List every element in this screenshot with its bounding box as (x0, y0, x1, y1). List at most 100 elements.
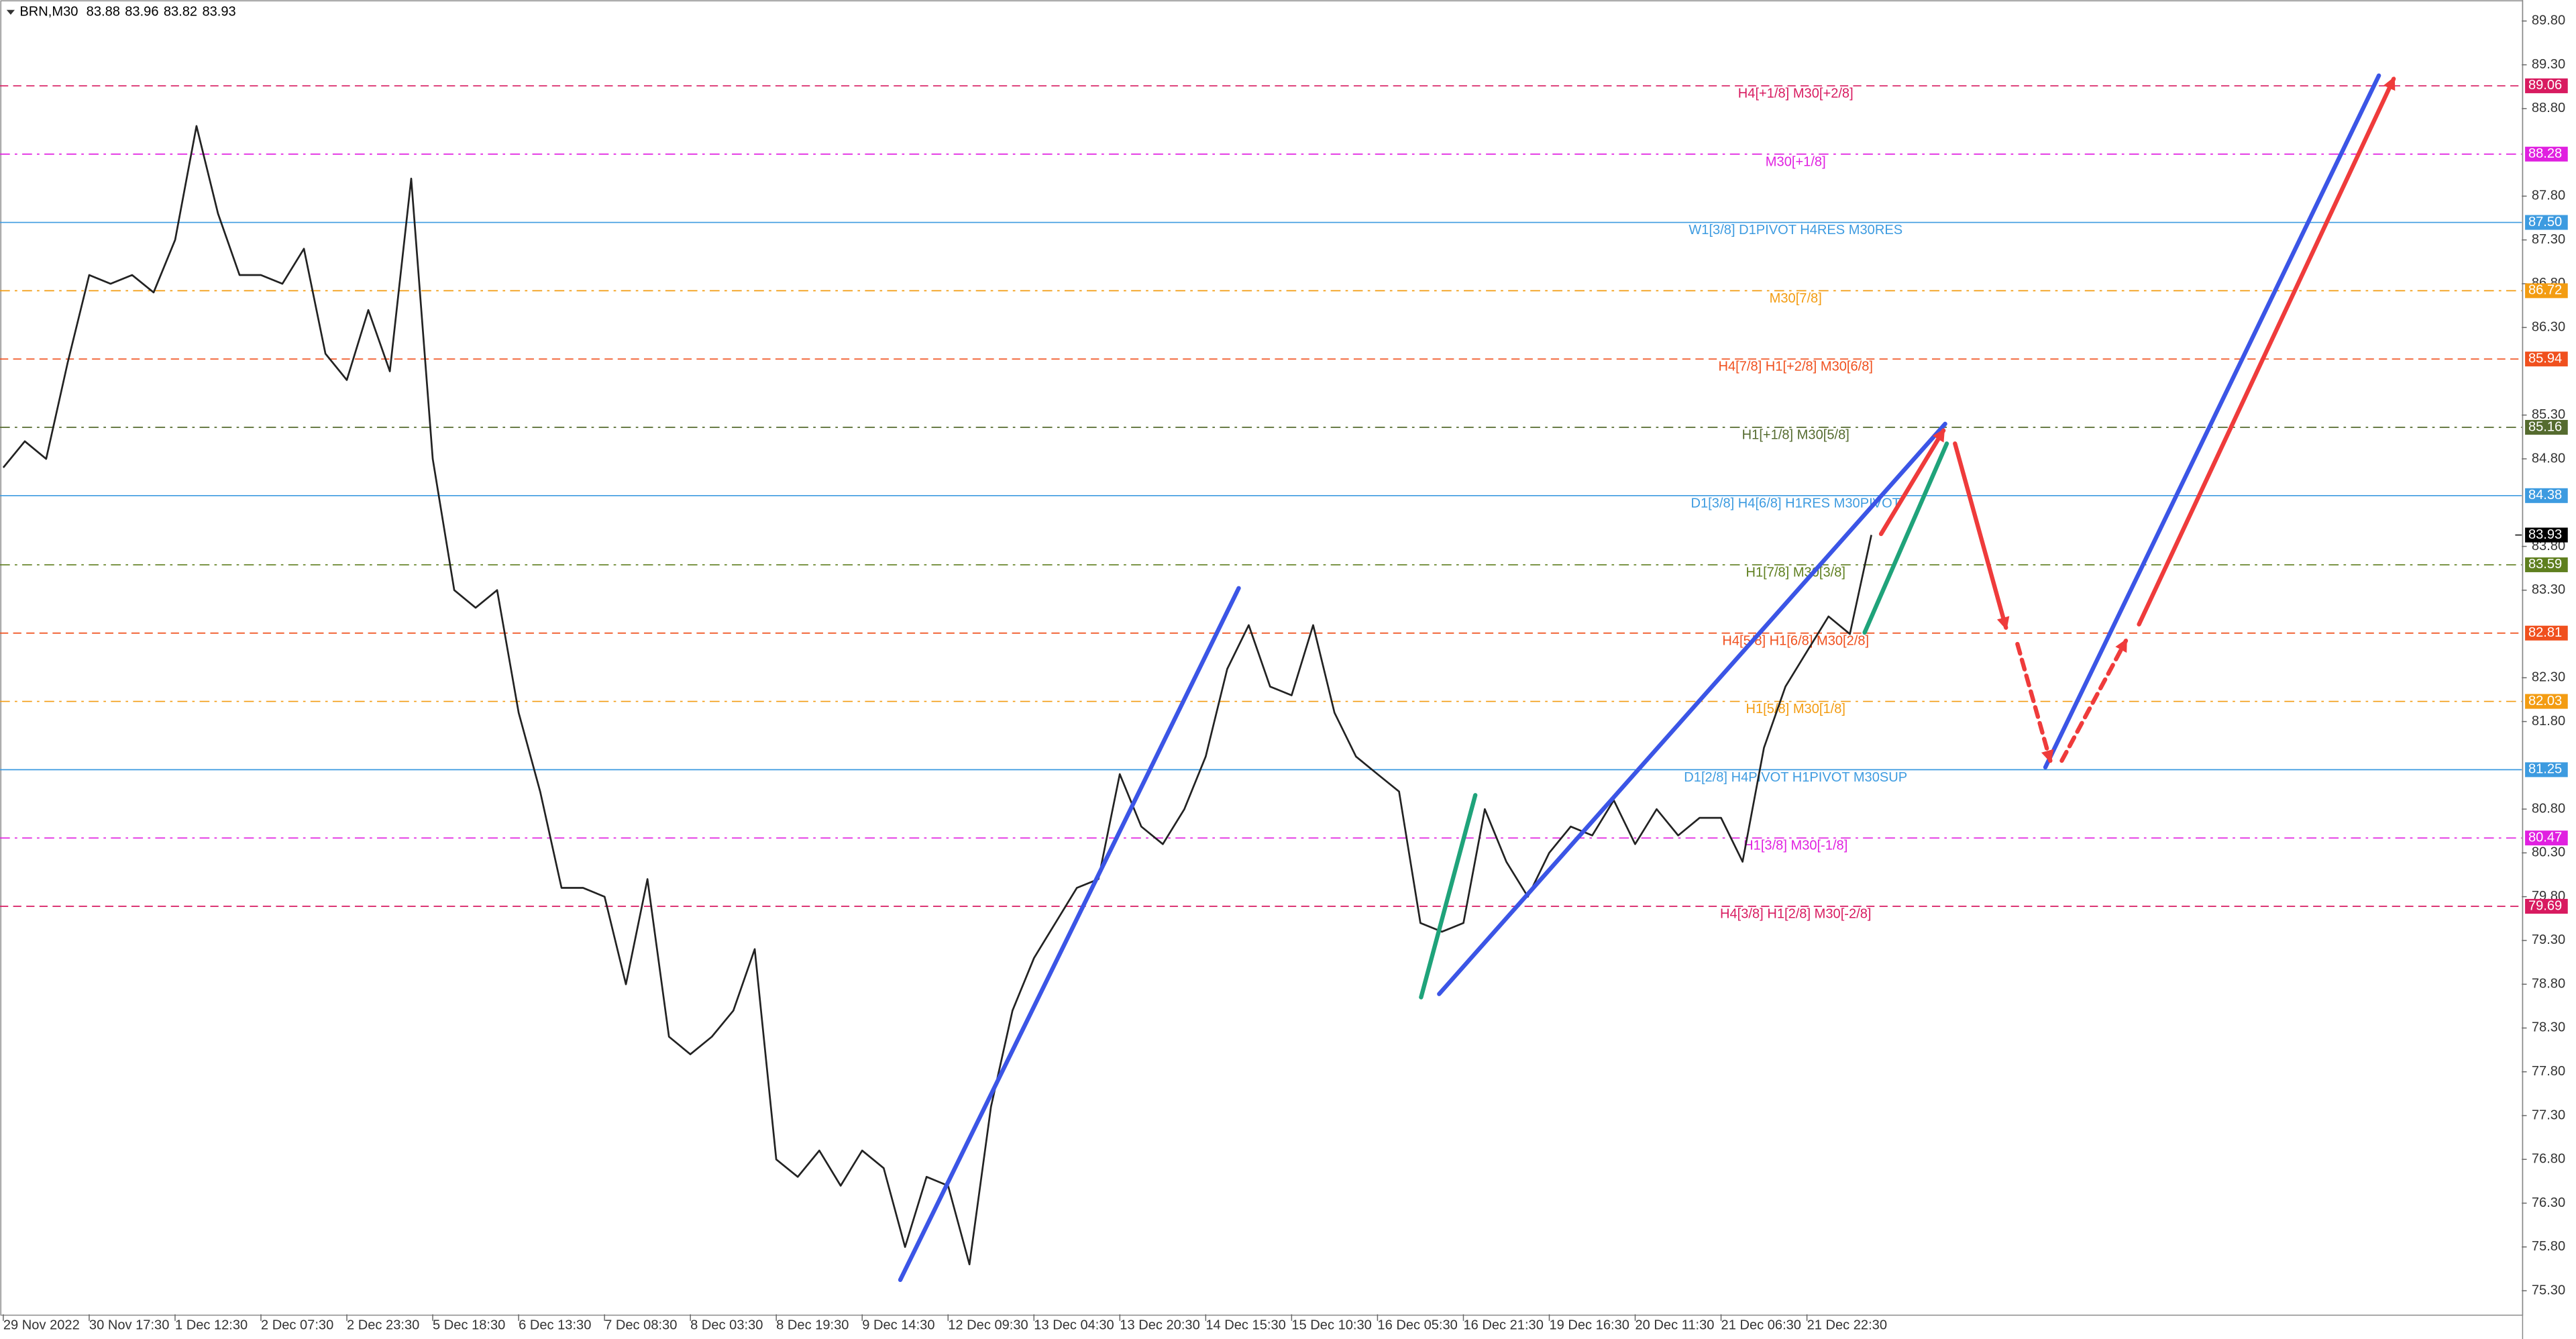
level-price-box (2525, 762, 2568, 778)
level-label: H1[+1/8] M30[5/8] (1742, 428, 1849, 443)
trend-line (898, 586, 1241, 1283)
level-price: 87.50 (2528, 215, 2562, 229)
forecast-arrow (1953, 441, 2010, 631)
level-price: 81.25 (2528, 762, 2562, 777)
trend-line (1437, 421, 1947, 996)
level-label: M30[+1/8] (1766, 154, 1826, 169)
trend-line (1419, 793, 1478, 1000)
x-tick-label: 6 Dec 13:30 (519, 1318, 591, 1333)
x-tick-label: 30 Nov 17:30 (89, 1318, 169, 1333)
y-tick-label: 88.80 (2532, 101, 2565, 115)
x-tick-label: 13 Dec 04:30 (1034, 1318, 1114, 1333)
low: 83.82 (164, 5, 197, 19)
y-tick-label: 80.80 (2532, 801, 2565, 816)
current-price-box (2525, 527, 2568, 543)
y-tick-label: 81.80 (2532, 714, 2565, 729)
level-price: 84.38 (2528, 488, 2562, 502)
level-label: W1[3/8] D1PIVOT H4RES M30RES (1688, 223, 1902, 237)
level-price-box (2525, 488, 2568, 503)
forecast-arrow (2015, 641, 2054, 763)
plot-frame (0, 0, 2524, 1316)
y-tick-label: 79.30 (2532, 932, 2565, 947)
x-tick-label: 14 Dec 15:30 (1205, 1318, 1285, 1333)
y-tick-label: 77.30 (2532, 1108, 2565, 1122)
x-tick-label: 21 Dec 06:30 (1721, 1318, 1801, 1333)
chart-header: BRN,M30 83.88 83.96 83.82 83.93 (6, 5, 236, 19)
header-text: BRN,M30 83.88 83.96 83.82 83.93 (19, 5, 235, 19)
y-tick-label: 84.80 (2532, 451, 2565, 466)
x-tick-label: 21 Dec 22:30 (1807, 1318, 1887, 1333)
y-tick-label: 89.30 (2532, 57, 2565, 72)
level-price-box (2525, 215, 2568, 230)
y-tick-label: 80.30 (2532, 845, 2565, 860)
x-tick-label: 12 Dec 09:30 (948, 1318, 1028, 1333)
level-price-box (2525, 831, 2568, 846)
level-price: 80.47 (2528, 830, 2562, 845)
level-price-box (2525, 352, 2568, 367)
level-label: H1[3/8] M30[-1/8] (1743, 839, 1847, 853)
y-tick-label: 75.80 (2532, 1239, 2565, 1254)
high: 83.96 (125, 5, 158, 19)
level-price: 85.94 (2528, 351, 2562, 366)
y-tick-label: 76.80 (2532, 1152, 2565, 1167)
levels: H4[+1/8] M30[+2/8] M30[+1/8] W1[3/8] D1PIV… (0, 85, 2522, 922)
level-label: H4[7/8] H1[+2/8] M30[6/8] (1718, 360, 1872, 374)
y-tick-label: 78.80 (2532, 976, 2565, 991)
y-tick-label: 77.80 (2532, 1064, 2565, 1079)
level-price-box (2525, 146, 2568, 162)
level-price-box (2525, 78, 2568, 93)
symbol: BRN,M30 (19, 5, 78, 19)
y-tick-label: 85.30 (2532, 407, 2565, 422)
menu-arrow (6, 9, 15, 15)
x-tick-label: 8 Dec 19:30 (776, 1318, 849, 1333)
y-tick-label: 75.30 (2532, 1283, 2565, 1297)
trend-line (1862, 441, 1949, 635)
forecast-arrow (2137, 76, 2396, 627)
x-tick-label: 7 Dec 08:30 (604, 1318, 677, 1333)
forecast-arrow (1878, 428, 1946, 537)
price-line (2, 125, 1872, 1266)
x-tick-label: 16 Dec 05:30 (1377, 1318, 1457, 1333)
y-tick-label: 78.30 (2532, 1020, 2565, 1035)
y-tick-label: 82.30 (2532, 670, 2565, 685)
level-price: 86.72 (2528, 283, 2562, 298)
y-tick-label: 89.80 (2532, 13, 2565, 28)
x-tick-label: 2 Dec 23:30 (347, 1318, 419, 1333)
level-price-box (2525, 557, 2568, 572)
x-tick-label: 20 Dec 11:30 (1635, 1318, 1715, 1333)
x-tick-label: 5 Dec 18:30 (433, 1318, 505, 1333)
level-price-box (2525, 625, 2568, 641)
x-tick-label: 2 Dec 07:30 (261, 1318, 333, 1333)
level-label: H1[7/8] M30[3/8] (1746, 565, 1845, 580)
current-price: 83.93 (2528, 527, 2562, 542)
y-tick-label: 86.30 (2532, 319, 2565, 334)
x-tick-label: 29 Nov 2022 (3, 1318, 80, 1333)
level-label: D1[2/8] H4PIVOT H1PIVOT M30SUP (1684, 770, 1907, 785)
level-label: H1[5/8] M30[1/8] (1746, 702, 1845, 716)
x-tick-label: 16 Dec 21:30 (1463, 1318, 1543, 1333)
level-price: 88.28 (2528, 146, 2562, 161)
level-price: 82.03 (2528, 694, 2562, 708)
price-series (2, 125, 1872, 1266)
drawings (898, 73, 2396, 1283)
y-tick-label: 76.30 (2532, 1195, 2565, 1210)
level-price: 82.81 (2528, 625, 2562, 640)
level-price: 79.69 (2528, 898, 2562, 913)
x-tick-label: 9 Dec 14:30 (862, 1318, 934, 1333)
x-tick-label: 1 Dec 12:30 (175, 1318, 248, 1333)
forecast-arrow (2059, 638, 2129, 763)
level-price-box (2525, 898, 2568, 914)
level-price: 83.59 (2528, 557, 2562, 572)
level-price-box (2525, 419, 2568, 435)
level-label: H4[+1/8] M30[+2/8] (1738, 86, 1854, 101)
y-tick-label: 83.30 (2532, 582, 2565, 597)
level-label: M30[7/8] (1770, 291, 1822, 306)
level-label: H4[3/8] H1[2/8] M30[-2/8] (1720, 907, 1871, 922)
open: 83.88 (87, 5, 120, 19)
axes: 89.8089.3088.8087.8087.3086.8086.3085.30… (3, 13, 2568, 1333)
x-tick-label: 13 Dec 20:30 (1120, 1318, 1199, 1333)
y-tick-label: 87.80 (2532, 189, 2565, 203)
level-price-box (2525, 694, 2568, 709)
